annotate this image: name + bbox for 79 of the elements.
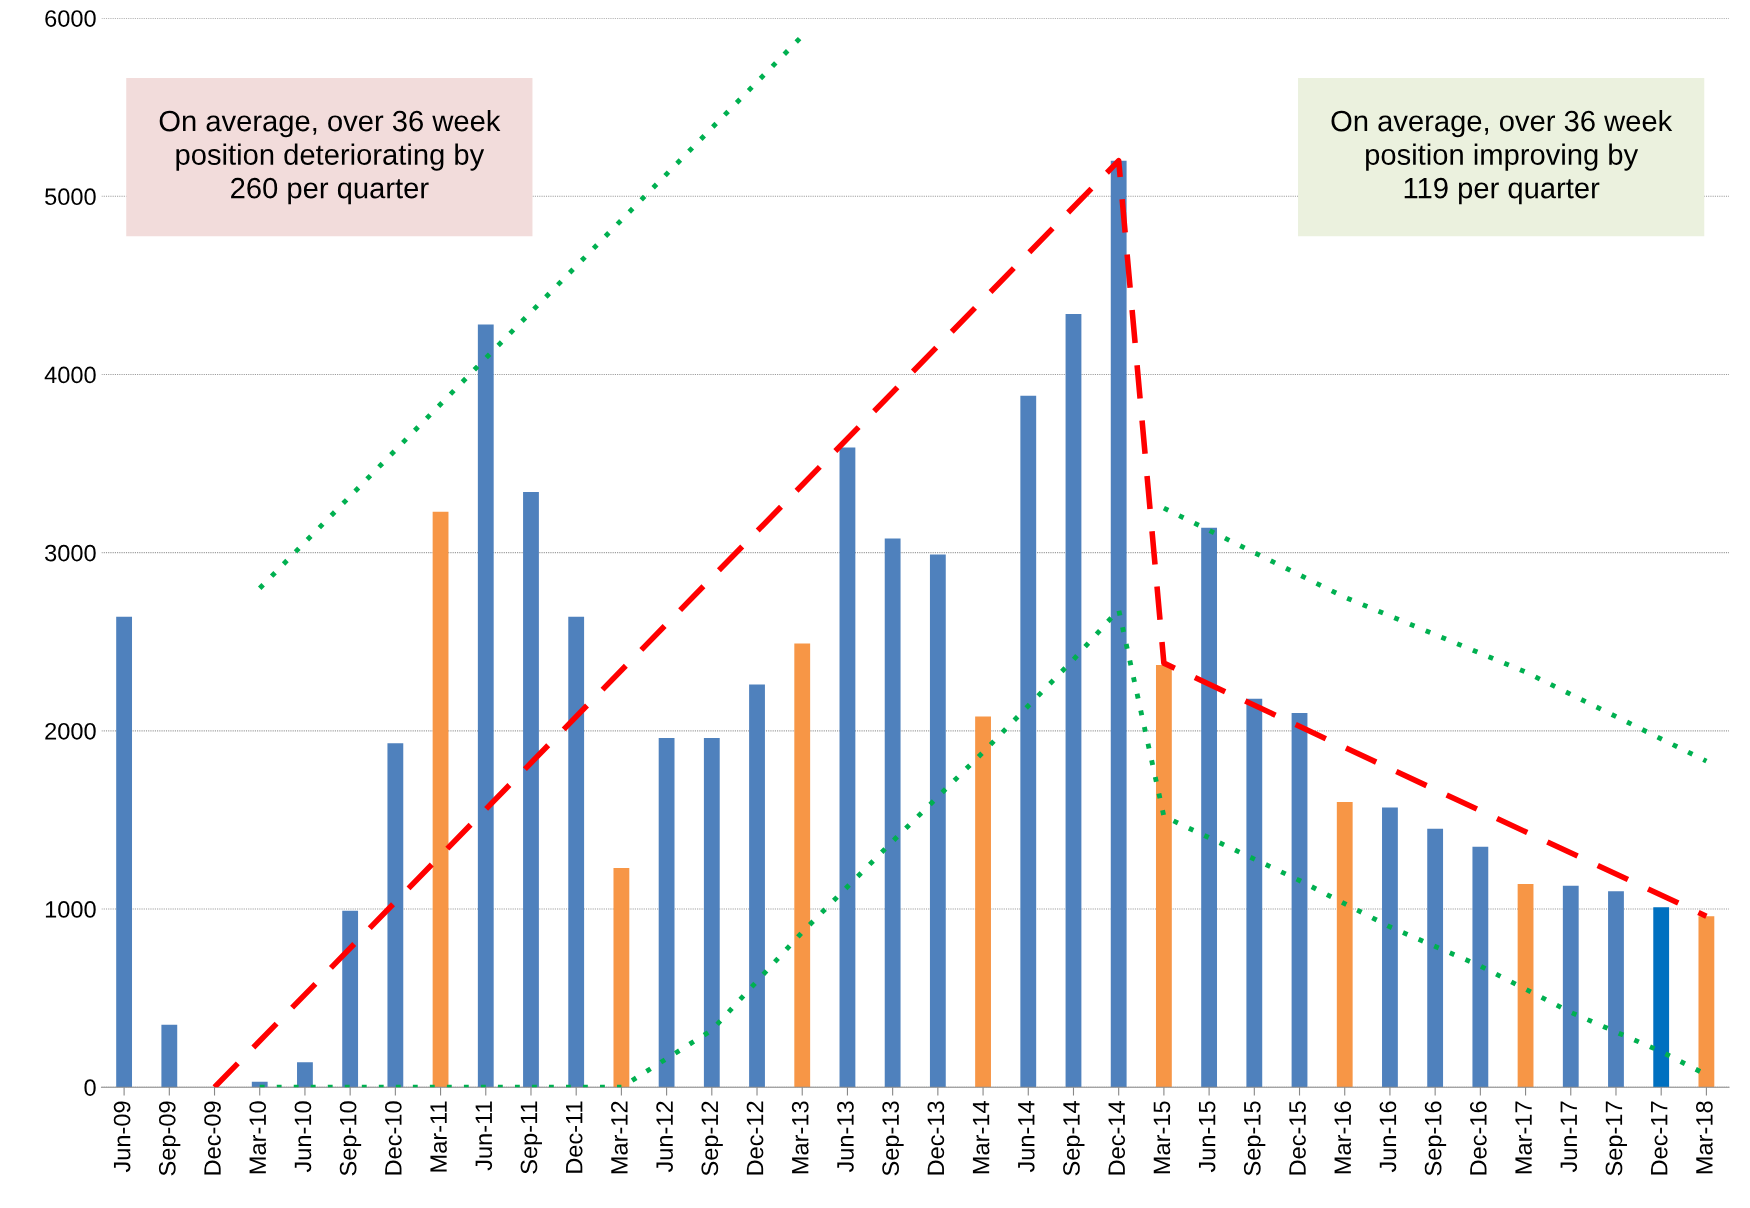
y-tick-label: 0 (84, 1079, 96, 1096)
x-tick-label: Sep-17 (1605, 1101, 1627, 1176)
bar (432, 511, 449, 1088)
x-tick-label: Mar-15 (1153, 1101, 1171, 1174)
x-tick-label: Jun-11 (475, 1101, 493, 1171)
bar (703, 737, 720, 1088)
x-tick-label: Sep-16 (1424, 1101, 1447, 1176)
x-tick-label: Jun-17 (1560, 1101, 1578, 1173)
bar (929, 554, 946, 1088)
x-tick-label: Jun-09 (113, 1101, 131, 1173)
bar (161, 1024, 178, 1088)
bar (1472, 846, 1489, 1088)
x-tick-label: Dec-14 (1108, 1101, 1126, 1175)
x-tick-label: Sep-10 (339, 1101, 362, 1176)
bar (749, 684, 765, 1088)
bar (477, 324, 494, 1088)
x-tick-label: Jun-15 (1198, 1101, 1216, 1173)
annotation: On average, over 36 week position improving by 119 per quarter (1331, 109, 1673, 205)
x-tick-label: Sep-09 (158, 1101, 181, 1176)
bar (1382, 807, 1398, 1088)
bar (1201, 527, 1218, 1088)
bar (568, 616, 585, 1088)
bar (1246, 698, 1263, 1088)
x-tick-label: Dec-12 (746, 1101, 764, 1175)
bar (1608, 891, 1624, 1088)
x-tick-label: Dec-16 (1469, 1101, 1487, 1175)
x-tick-label: Sep-12 (701, 1101, 723, 1176)
bar (975, 716, 991, 1088)
y-tick-label: 4000 (44, 366, 96, 384)
bar (1155, 664, 1172, 1088)
x-tick-label: Mar-14 (972, 1101, 990, 1174)
x-tick-label: Dec-09 (204, 1101, 221, 1175)
bar (794, 643, 811, 1088)
y-tick-label: 1000 (45, 901, 96, 918)
bar (1291, 713, 1308, 1088)
bar (297, 1062, 313, 1088)
x-tick-label: Dec-11 (566, 1101, 583, 1173)
bar (1517, 884, 1534, 1088)
bar (523, 492, 539, 1088)
x-tick-label: Sep-11 (520, 1101, 542, 1174)
x-tick-label: Sep-15 (1243, 1101, 1266, 1176)
bar (884, 538, 901, 1088)
x-tick-label: Dec-13 (927, 1101, 945, 1175)
x-tick-label: Dec-10 (384, 1101, 402, 1175)
x-tick-label: Mar-13 (791, 1101, 809, 1174)
x-tick-label: Jun-12 (656, 1101, 673, 1173)
x-tick-label: Jun-16 (1379, 1101, 1397, 1173)
bar (387, 743, 404, 1088)
x-tick-label: Mar-17 (1515, 1101, 1532, 1174)
bar (1110, 160, 1127, 1088)
bar (1336, 802, 1353, 1088)
bar (116, 616, 133, 1088)
x-tick-label: Mar-11 (430, 1101, 447, 1172)
x-tick-label: Dec-17 (1651, 1101, 1668, 1175)
x-tick-label: Jun-10 (294, 1101, 312, 1173)
x-tick-label: Mar-18 (1696, 1101, 1713, 1174)
x-tick-label: Mar-10 (249, 1101, 267, 1174)
x-tick-label: Sep-13 (882, 1101, 904, 1176)
bar (839, 447, 856, 1088)
bar (1653, 907, 1670, 1088)
y-tick-label: 2000 (45, 722, 96, 740)
x-tick-label: Dec-15 (1289, 1101, 1306, 1175)
x-tick-label: Mar-16 (1334, 1101, 1352, 1174)
bar (658, 737, 675, 1088)
x-tick-label: Jun-14 (1018, 1101, 1035, 1173)
y-tick-label: 5000 (45, 188, 96, 206)
x-tick-label: Jun-13 (837, 1101, 854, 1173)
bar (1427, 828, 1444, 1088)
bar (342, 910, 359, 1088)
x-tick-label: Sep-14 (1063, 1101, 1085, 1176)
bar (613, 868, 630, 1088)
x-tick-label: Mar-12 (611, 1101, 628, 1174)
annotation: On average, over 36 week position deteriorating by 260 per quarter (159, 109, 501, 205)
y-tick-label: 3000 (45, 544, 96, 562)
bar (1698, 916, 1715, 1088)
bar (1065, 313, 1082, 1088)
y-tick-label: 6000 (45, 10, 96, 27)
bar (1562, 885, 1579, 1088)
bar (1020, 395, 1037, 1088)
